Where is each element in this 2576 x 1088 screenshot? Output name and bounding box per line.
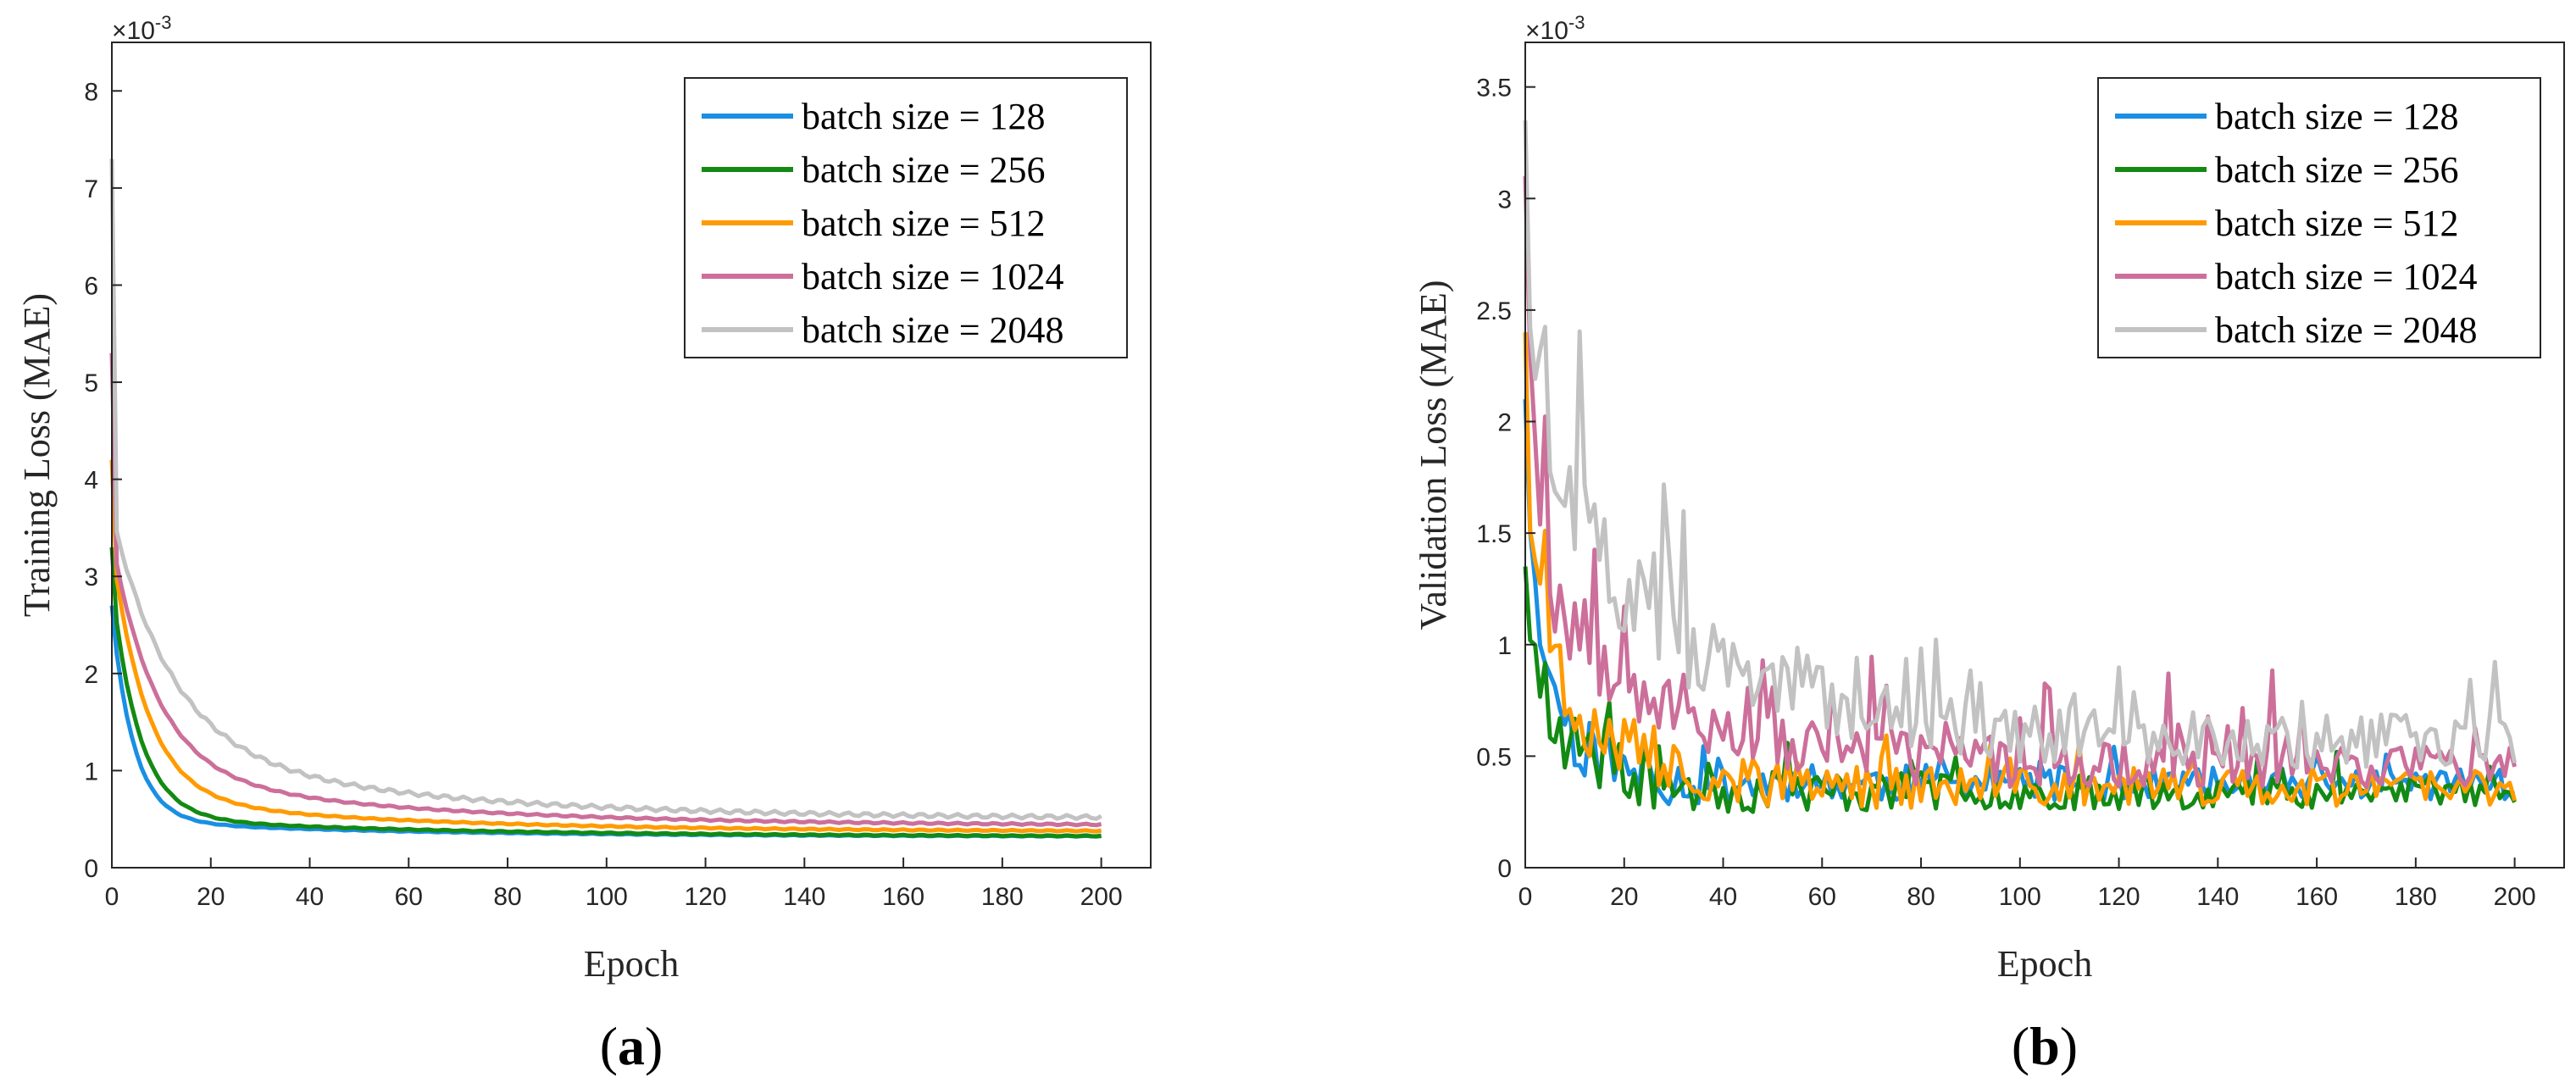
x-tick-label: 200 [2494, 883, 2536, 911]
y-tick-label: 2.5 [1476, 297, 1512, 325]
legend-label: batch size = 256 [2215, 149, 2459, 191]
panel-a-axes-box [111, 42, 1152, 869]
x-tick-label: 60 [395, 883, 423, 911]
panel-b-legend-box [2097, 77, 2541, 358]
panel-a-x-axis-label: Epoch [584, 943, 679, 985]
y-tick-label: 0 [84, 855, 98, 883]
legend-label: batch size = 128 [802, 96, 1046, 137]
x-tick-label: 160 [2296, 883, 2338, 911]
series-line-512 [109, 459, 1102, 834]
x-tick-label: 140 [783, 883, 825, 911]
y-tick-label: 3 [1497, 186, 1512, 214]
panel-a-legend: batch size = 128 batch size = 256 batch si… [684, 77, 1128, 358]
panel-b-legend: batch size = 128 batch size = 256 batch si… [2097, 77, 2541, 358]
legend-label: batch size = 256 [802, 149, 1046, 191]
series-line-1024 [1523, 175, 2518, 790]
y-tick-label: 1.5 [1476, 520, 1512, 548]
series-line-2048 [109, 158, 1102, 821]
series-line-1024 [109, 352, 1102, 828]
panel-b-y-ticks: 0 0.5 1 1.5 2 2.5 3 3.5 [1476, 75, 1535, 883]
series-line-128 [109, 605, 1102, 839]
y-tick-label: 6 [84, 272, 98, 300]
y-tick-label: 1 [84, 758, 98, 785]
panel-a-series-group [109, 158, 1102, 839]
panel-b-axes-box [1524, 42, 2565, 869]
series-line-256 [109, 547, 1102, 839]
x-tick-label: 0 [1518, 883, 1533, 911]
panel-a-y-ticks: 0 1 2 3 4 5 6 7 8 [84, 78, 122, 883]
x-tick-label: 0 [105, 883, 119, 911]
y-tick-label: 3 [84, 563, 98, 591]
x-tick-label: 40 [1709, 883, 1737, 911]
y-tick-label: 4 [84, 467, 98, 495]
x-tick-label: 160 [882, 883, 924, 911]
x-tick-label: 40 [296, 883, 324, 911]
panel-a-exponent-label: ×10-3 [112, 12, 171, 45]
x-tick-label: 120 [685, 883, 727, 911]
series-line-2048 [1523, 120, 2518, 770]
y-tick-label: 3.5 [1476, 75, 1512, 103]
y-tick-label: 0 [1497, 855, 1512, 883]
legend-label: batch size = 1024 [2215, 256, 2478, 297]
y-tick-label: 7 [84, 175, 98, 203]
x-tick-label: 180 [981, 883, 1024, 911]
series-line-512 [1523, 332, 2518, 810]
y-tick-label: 0.5 [1476, 743, 1512, 771]
panel-a-chart: 0 20 40 60 80 100 120 140 160 180 200 0 1 2 3 4 5 6 7 8 ×1… [16, 12, 1152, 1076]
y-tick-label: 8 [84, 78, 98, 106]
x-tick-label: 140 [2196, 883, 2239, 911]
y-tick-label: 1 [1497, 632, 1512, 660]
y-tick-label: 5 [84, 369, 98, 397]
x-tick-label: 120 [2098, 883, 2140, 911]
legend-label: batch size = 512 [802, 203, 1046, 244]
y-tick-label: 2 [1497, 409, 1512, 437]
panel-b-label: (b) [2012, 1016, 2078, 1076]
panel-a-legend-box [684, 77, 1128, 358]
x-tick-label: 100 [1999, 883, 2041, 911]
panel-b-y-axis-label: Validation Loss (MAE) [1413, 280, 1454, 630]
panel-b-x-axis-label: Epoch [1997, 943, 2092, 985]
y-tick-label: 2 [84, 661, 98, 689]
panel-b-series-group [1523, 120, 2518, 814]
x-tick-label: 80 [493, 883, 521, 911]
panel-a-label: (a) [600, 1016, 663, 1076]
x-tick-label: 20 [197, 883, 225, 911]
legend-label: batch size = 2048 [802, 309, 1064, 351]
panel-b-x-ticks: 0 20 40 60 80 100 120 140 160 180 200 [1518, 858, 2536, 911]
x-tick-label: 100 [586, 883, 628, 911]
x-tick-label: 80 [1907, 883, 1935, 911]
legend-label: batch size = 2048 [2215, 309, 2478, 351]
legend-label: batch size = 128 [2215, 96, 2459, 137]
x-tick-label: 180 [2395, 883, 2437, 911]
panel-b-exponent-label: ×10-3 [1525, 12, 1585, 45]
x-tick-label: 60 [1808, 883, 1836, 911]
x-tick-label: 200 [1080, 883, 1123, 911]
legend-label: batch size = 512 [2215, 203, 2459, 244]
panel-a-x-ticks: 0 20 40 60 80 100 120 140 160 180 200 [105, 858, 1123, 911]
panel-b-chart: 0 20 40 60 80 100 120 140 160 180 200 0 0.5 1 1.5 2 2.5… [1413, 12, 2565, 1076]
panel-a-y-axis-label: Training Loss (MAE) [16, 293, 58, 617]
legend-label: batch size = 1024 [802, 256, 1064, 297]
x-tick-label: 20 [1610, 883, 1638, 911]
